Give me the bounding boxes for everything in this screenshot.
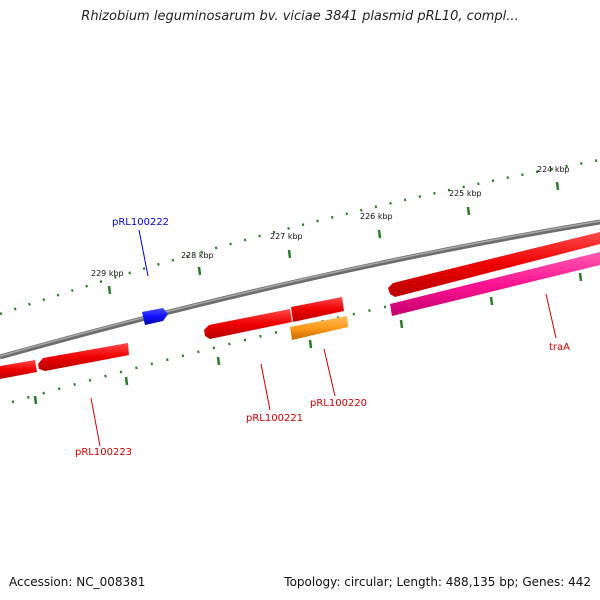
gene-feature-pRL100221b[interactable] — [291, 297, 344, 322]
summary-text: Topology: circular; Length: 488,135 bp; … — [284, 575, 591, 589]
kbp-label-228: 228 kbp — [181, 251, 214, 260]
gene-feature-pRL100221[interactable] — [204, 309, 292, 339]
major-tick-224 — [555, 181, 560, 191]
kbp-label-229: 229 kbp — [91, 269, 124, 278]
outer-major-ticks — [107, 181, 560, 295]
gene-label-traA[interactable]: traA — [549, 342, 570, 353]
gene-feature-forward-large[interactable] — [388, 232, 600, 297]
kbp-label-227: 227 kbp — [270, 232, 303, 241]
gene-label-pRL100220[interactable]: pRL100220 — [310, 398, 367, 409]
inner-tick-6 — [489, 296, 494, 306]
callout-pRL100223 — [90, 397, 101, 447]
gene-feature-pRL100223[interactable] — [38, 343, 129, 371]
gene-label-pRL100223[interactable]: pRL100223 — [75, 447, 132, 458]
gene-label-pRL100222[interactable]: pRL100222 — [112, 217, 169, 228]
major-tick-226 — [377, 229, 382, 239]
gene-feature-pRL100220[interactable] — [290, 316, 348, 340]
gene-feature-traA[interactable] — [390, 252, 600, 316]
gene-feature-left-fragment[interactable] — [0, 360, 37, 379]
major-tick-225 — [466, 206, 471, 216]
major-tick-228 — [197, 266, 202, 276]
accession-text: Accession: NC_008381 — [9, 575, 146, 589]
inner-tick-1 — [33, 395, 38, 405]
map-title: Rhizobium leguminosarum bv. viciae 3841 … — [81, 9, 519, 24]
plasmid-backbone — [0, 219, 600, 360]
callout-pRL100222 — [138, 229, 149, 277]
gene-feature-pRL100222[interactable] — [142, 308, 168, 325]
kbp-label-225: 225 kbp — [449, 189, 482, 198]
inner-tick-4 — [308, 339, 313, 349]
inner-tick-5 — [399, 319, 404, 329]
callout-pRL100220 — [323, 348, 336, 397]
gene-label-pRL100221[interactable]: pRL100221 — [246, 413, 303, 424]
inner-tick-3 — [216, 356, 221, 366]
major-tick-227 — [287, 249, 292, 259]
callout-pRL100221 — [260, 363, 271, 411]
inner-major-ticks — [33, 272, 583, 405]
major-tick-229 — [107, 285, 112, 295]
inner-tick-7 — [578, 272, 583, 282]
kbp-label-224: 224 kbp — [537, 165, 570, 174]
inner-tick-2 — [124, 376, 129, 386]
callout-traA — [545, 293, 557, 339]
kbp-label-226: 226 kbp — [360, 212, 393, 221]
